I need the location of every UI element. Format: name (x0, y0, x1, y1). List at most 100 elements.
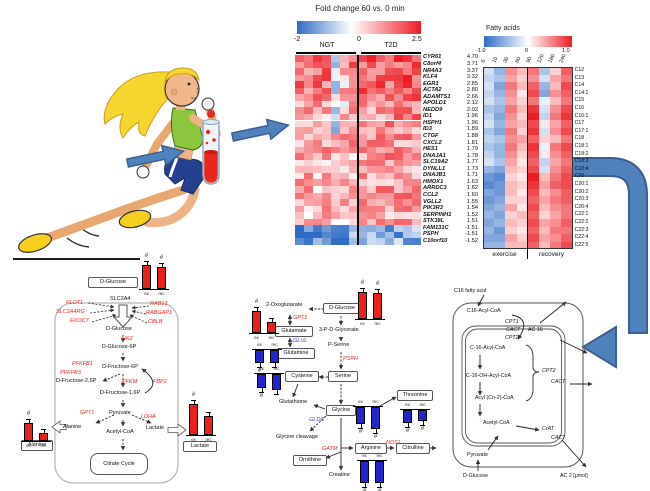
fatty-heatmap-cell (550, 158, 562, 166)
gene-heatmap-cell (385, 218, 394, 226)
fatty-heatmap-cell (483, 105, 495, 113)
gene-heatmap-cell (385, 87, 394, 95)
fatty-heatmap-cell (527, 135, 539, 143)
gene-value: 1.96 (466, 113, 478, 120)
gene-heatmap-cell (322, 225, 331, 232)
gene-heatmap-cell (385, 113, 394, 121)
gene-heatmap-cell (313, 231, 322, 239)
fatty-heatmap-cell (505, 127, 517, 136)
fatty-heatmap-cell (561, 105, 573, 113)
gene-name: KLF4 (423, 74, 438, 81)
gene-heatmap-cell (295, 186, 304, 193)
gene-heatmap-cell (349, 140, 358, 147)
gene-heatmap-cell (403, 231, 412, 239)
gene-heatmap-cell (322, 166, 331, 173)
fatty-heatmap-cell (505, 226, 517, 235)
fatty-heatmap-cell (539, 105, 551, 113)
gene-pfkm: PFKM (122, 379, 138, 385)
fatty-heatmap-cell (516, 203, 528, 212)
fatty-heatmap-cell (516, 226, 528, 235)
gene-value: 2.12 (466, 100, 478, 107)
fatty-heatmap-cell (550, 150, 562, 159)
gene-heatmap-cell (331, 146, 340, 154)
gene-heatmap-cell (295, 225, 304, 232)
bar (371, 407, 380, 429)
gene-value: 1.73 (466, 165, 478, 172)
fatty-row-label: C22:2 (574, 219, 589, 225)
fatty-heatmap-cell (516, 127, 528, 136)
gene-heatmap-cell (367, 61, 376, 69)
citrulline-box: Citrulline (396, 443, 430, 454)
gene-heatmap-cell (349, 172, 358, 180)
gene-heatmap-cell (349, 153, 358, 160)
bar (257, 374, 266, 389)
significance-mark: # (159, 254, 164, 261)
gene-heatmap-cell (349, 238, 358, 245)
gene-name: APOLD1 (423, 100, 447, 107)
gene-heatmap-cell (376, 179, 385, 186)
gene-value: 1.63 (466, 178, 478, 185)
gene-heatmap-cell (313, 127, 322, 134)
barchart-arginine: ex # rec # (355, 453, 389, 491)
gene-name: ARRDC3 (423, 185, 447, 192)
bar-whisker-cap (26, 418, 31, 420)
gene-heatmap-cell (358, 94, 367, 101)
fatty-heatmap-cell (550, 219, 562, 227)
gene-heatmap-cell (358, 113, 367, 121)
fatty-heatmap-cell (494, 188, 506, 197)
gene-heatmap-cell (349, 133, 358, 141)
gene-heatmap-cell (385, 68, 394, 75)
flow-arrow-icon (125, 144, 186, 168)
fatty-heatmap-cell (483, 127, 495, 136)
gene-heatmap-cell (376, 68, 385, 75)
fatty-heatmap-cell (483, 150, 495, 159)
gene-heatmap-cell (304, 94, 313, 101)
gene-heatmap-cell (313, 100, 322, 108)
fatty-heatmap-cell (516, 120, 528, 128)
gene-heatmap-cell (358, 68, 367, 75)
gene-heatmap-cell (304, 172, 313, 180)
fatty-group-divider (527, 67, 529, 260)
fatty-time-label: 120 (536, 53, 546, 64)
fatty-heatmap-cell (539, 211, 551, 219)
gene-heatmap-cell (367, 199, 376, 206)
fatty-heatmap-cell (494, 241, 506, 250)
bar-baseline (357, 460, 387, 461)
gene-heatmap-cell (295, 212, 304, 219)
gene-heatmap-cell (340, 140, 349, 147)
gene-heatmap-cell (313, 218, 322, 226)
fatty-heatmap-cell (561, 89, 573, 98)
gene-heatmap-cell (376, 107, 385, 114)
gene-heatmap-cell (295, 74, 304, 82)
bar-whisker-cap (405, 426, 410, 428)
gene-heatmap-cell (358, 100, 367, 108)
gene-rabgap1: RABGAP1 (146, 310, 172, 316)
gene-heatmap-cell (358, 107, 367, 114)
gene-heatmap-cell (367, 179, 376, 186)
gene-heatmap-cell (358, 166, 367, 173)
fatty-heatmap-cell (505, 105, 517, 113)
bar (270, 350, 279, 363)
gene-heatmap-cell (394, 199, 403, 206)
bar-whisker (259, 362, 261, 367)
fatty-heatmap-cell (494, 120, 506, 128)
fatty-heatmap-cell (494, 150, 506, 159)
fatty-heatmap-title: Fatty acids (486, 25, 520, 32)
met-g6p: D-Glucose-6P (101, 344, 137, 350)
gene-heatmap-cell (412, 231, 421, 239)
fatty-heatmap-cell (505, 89, 517, 98)
bar-whisker-cap (41, 428, 46, 430)
fatty-heatmap-cell (483, 165, 495, 174)
significance-mark: # (360, 280, 365, 286)
fatty-heatmap-cell (527, 89, 539, 98)
gene-heatmap-cell (340, 61, 349, 69)
gene-heatmap-cell (349, 87, 358, 95)
fatty-time-label: 180 (547, 53, 557, 64)
gene-heatmap-cell (313, 113, 322, 121)
gene-heatmap-cell (403, 205, 412, 213)
fatty-heatmap-cell (550, 196, 562, 204)
fatty-heatmap-cell (483, 188, 495, 197)
fatty-heatmap-cell (539, 188, 551, 197)
gene-heatmap-cell (295, 192, 304, 200)
gene-heatmap-cell (376, 133, 385, 141)
